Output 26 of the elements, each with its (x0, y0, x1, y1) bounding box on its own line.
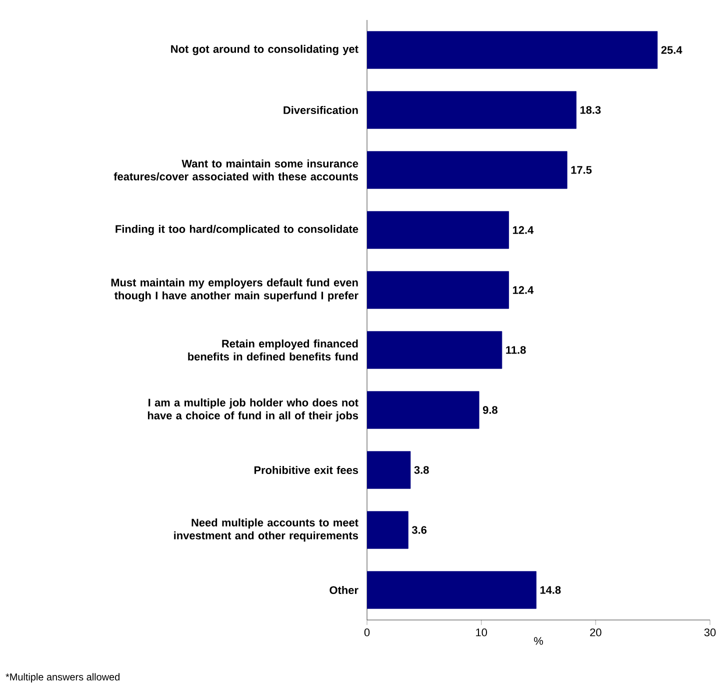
data-label: 3.6 (412, 526, 427, 534)
y-tick-label: Diversification (284, 106, 358, 114)
y-tick-label: Retain employed financed benefits in defined benefits fund (188, 339, 358, 360)
data-label: 12.4 (512, 226, 534, 234)
y-tick-label: Other (330, 586, 358, 594)
data-label: 11.8 (506, 346, 526, 354)
x-axis-title: % (534, 637, 543, 645)
x-tick-label: 10 (476, 628, 487, 636)
x-tick-label: 20 (590, 628, 602, 636)
y-tick-label: Must maintain my employers default fund even though I have another main superfund I prefer (111, 278, 358, 302)
data-label: 17.5 (571, 166, 592, 174)
text: *Multiple answers allowed (6, 673, 120, 682)
y-tick-label: Want to maintain some insurance features/cover associated with these accounts (114, 159, 358, 181)
y-tick-label: Not got around to consolidating yet (171, 44, 358, 56)
y-tick-label: Prohibitive exit fees (254, 466, 358, 474)
x-tick-label: 30 (704, 628, 716, 636)
data-label: 3.8 (414, 466, 429, 474)
data-label: 14.8 (540, 586, 561, 594)
y-tick-label: Finding it too hard/complicated to consolidate (116, 224, 358, 236)
data-label: 18.3 (580, 106, 601, 114)
y-tick-label: Need multiple accounts to meet investment and other requirements (174, 518, 358, 542)
data-label: 12.4 (512, 286, 534, 294)
y-tick-label: I am a multiple job holder who does not have a choice of fund in all of their jobs (148, 398, 358, 422)
data-label: 25.4 (661, 46, 682, 54)
data-label: 9.8 (482, 406, 498, 414)
x-tick-label: 0 (364, 628, 370, 636)
